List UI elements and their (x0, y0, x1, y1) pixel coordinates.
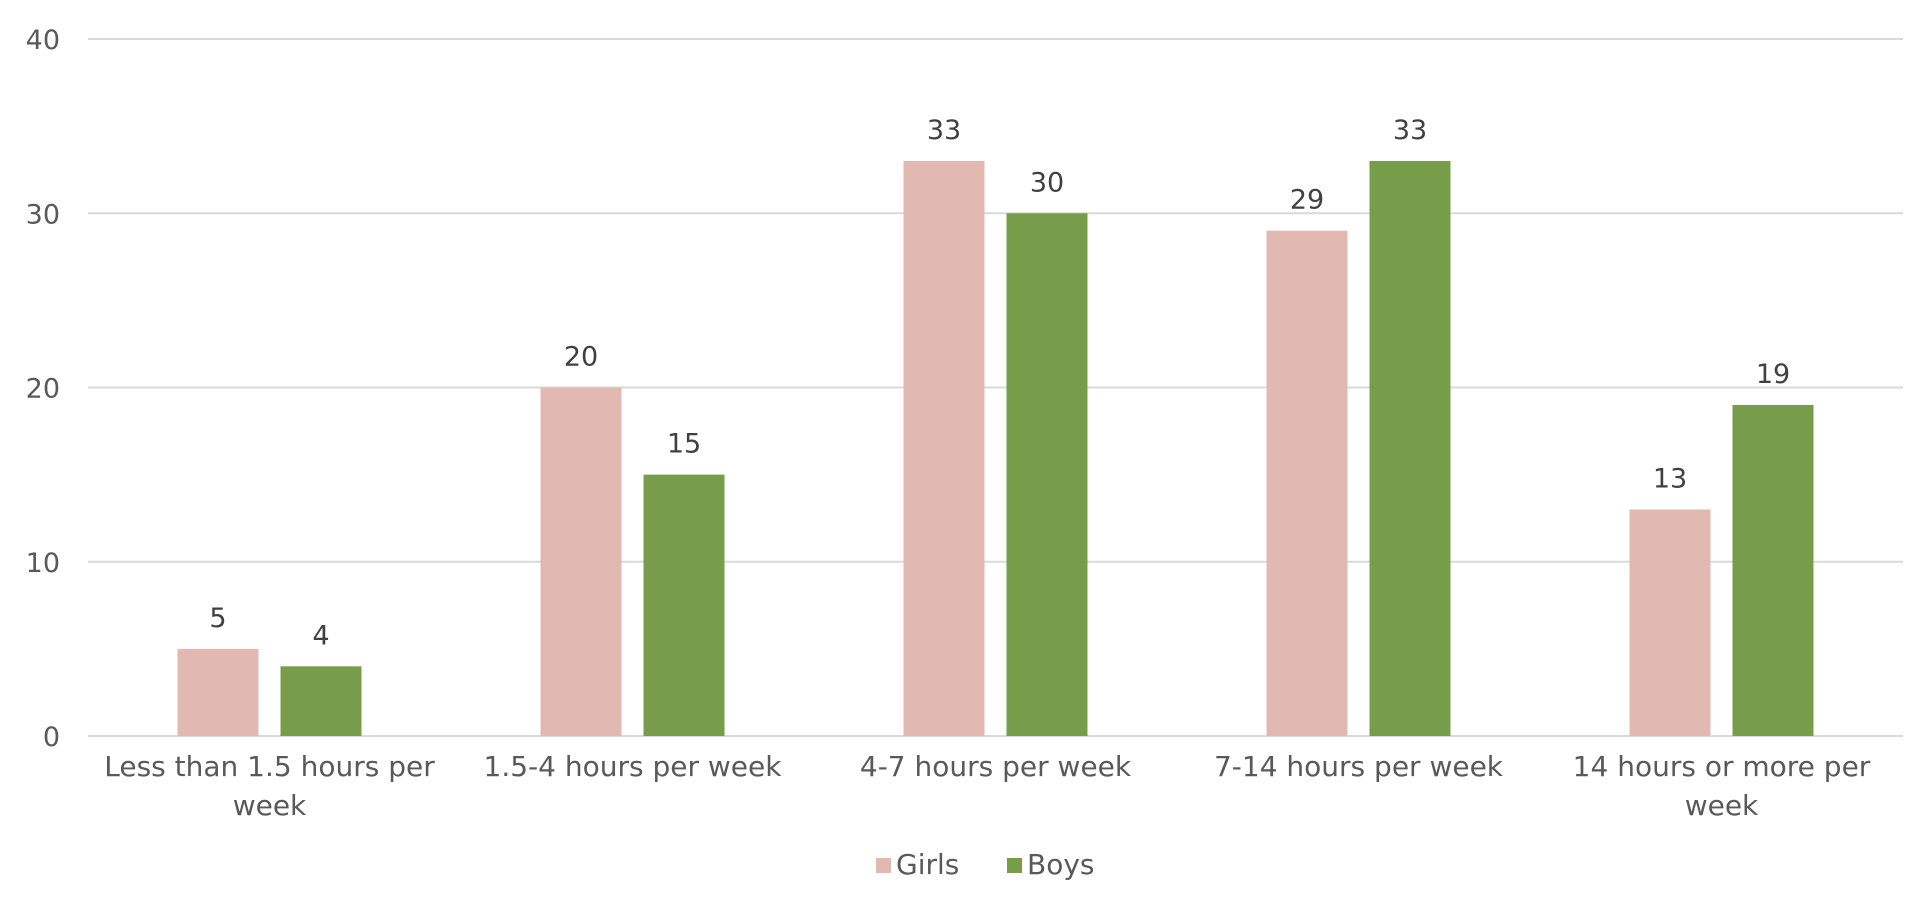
x-axis-category-labels: Less than 1.5 hours per week 1.5-4 hours p… (104, 750, 1871, 822)
x-category-label: 1.5-4 hours per week (484, 750, 783, 783)
y-tick-label: 0 (43, 722, 60, 753)
bar-boys (280, 666, 362, 736)
bar-boys (1006, 213, 1088, 736)
data-labels: 5 4 20 15 33 30 29 33 13 19 (209, 115, 1790, 651)
y-tick-label: 20 (26, 374, 60, 405)
x-category-label: 7-14 hours per week (1214, 750, 1504, 783)
x-category-label: Less than 1.5 hours per (104, 750, 435, 783)
x-category-label: week (233, 789, 307, 822)
data-label: 19 (1756, 359, 1790, 390)
bar-boys (1369, 160, 1451, 737)
legend-label-girls: Girls (896, 848, 959, 881)
data-label: 5 (209, 603, 226, 634)
legend-swatch-boys (1007, 858, 1022, 873)
gridlines (88, 38, 1903, 737)
data-label: 15 (667, 429, 701, 460)
bar-girls (1629, 509, 1711, 736)
x-category-label: week (1685, 789, 1759, 822)
bar-girls (1266, 230, 1348, 737)
data-label: 29 (1290, 185, 1324, 216)
data-label: 4 (312, 620, 329, 651)
x-category-label: 4-7 hours per week (860, 750, 1132, 783)
data-label: 33 (927, 115, 961, 146)
legend-label-boys: Boys (1027, 848, 1095, 881)
legend-swatch-girls (876, 858, 891, 873)
y-axis-tick-labels: 0 10 20 30 40 (26, 25, 60, 753)
bar-girls (540, 387, 622, 736)
x-category-label: 14 hours or more per (1573, 750, 1871, 783)
bar-boys (1732, 404, 1814, 736)
y-tick-label: 10 (26, 548, 60, 579)
y-tick-label: 40 (26, 25, 60, 56)
legend: Girls Boys (876, 848, 1095, 881)
data-label: 13 (1653, 463, 1687, 494)
bar-girls (903, 160, 985, 737)
data-label: 20 (564, 342, 598, 373)
bar-boys (643, 474, 725, 736)
bar-girls (177, 648, 259, 736)
bars (177, 160, 1814, 737)
data-label: 30 (1030, 167, 1064, 198)
data-label: 33 (1393, 115, 1427, 146)
y-tick-label: 30 (26, 199, 60, 230)
